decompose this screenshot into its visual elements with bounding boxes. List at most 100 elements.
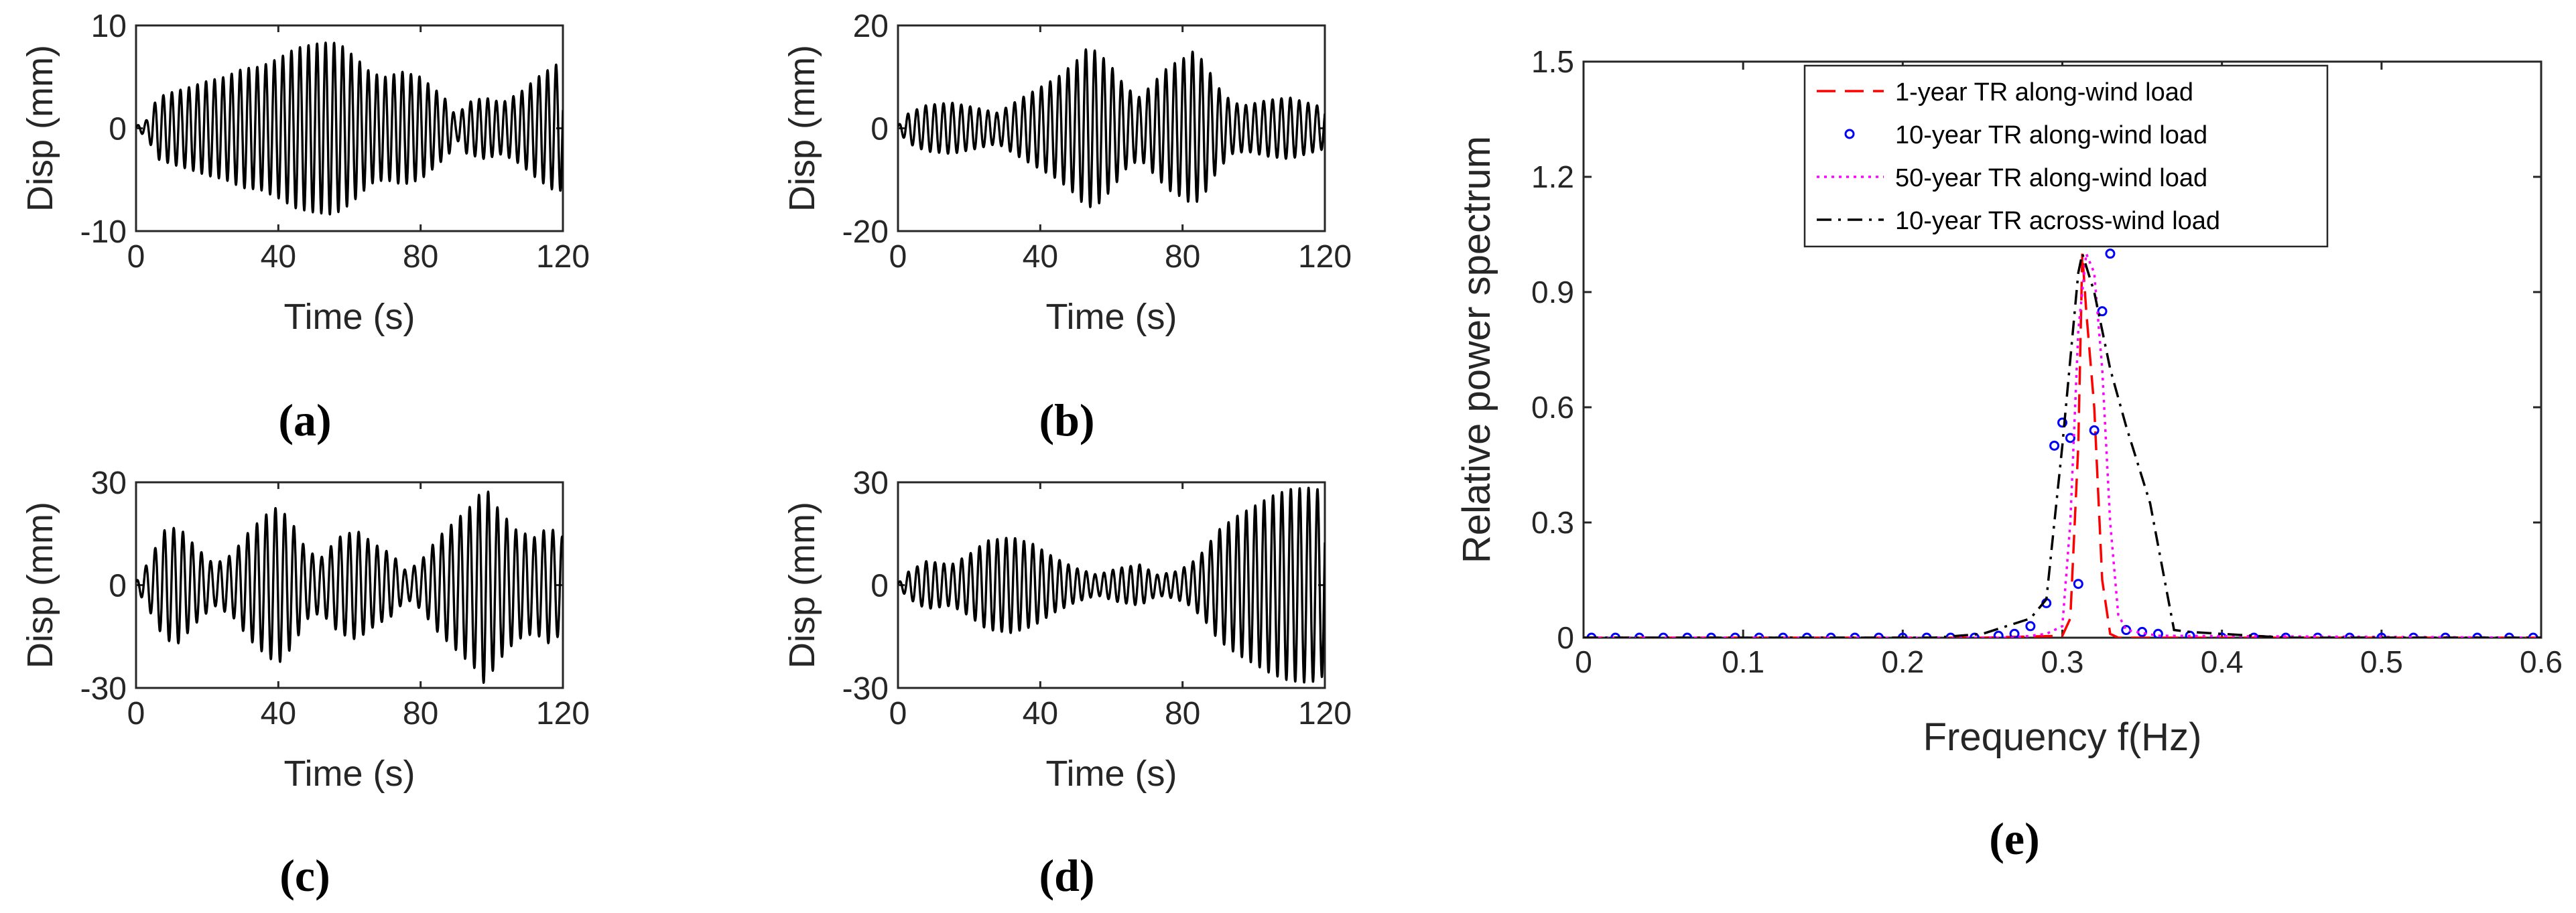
y-tick-label: 0 bbox=[109, 568, 127, 604]
series-line-displacement bbox=[136, 490, 563, 684]
series-point bbox=[1993, 630, 2004, 638]
series-point bbox=[2065, 433, 2075, 443]
series-line bbox=[1584, 253, 2541, 638]
legend-item: 1-year TR along-wind load bbox=[1817, 78, 2193, 107]
series-point bbox=[2472, 632, 2483, 638]
y-axis-label: Disp (mm) bbox=[20, 502, 60, 669]
legend-item: 50-year TR along-wind load bbox=[1817, 164, 2207, 192]
series-line bbox=[1584, 249, 2541, 638]
series-line bbox=[1584, 253, 2541, 638]
y-axis-label: Disp (mm) bbox=[782, 502, 822, 669]
series-point bbox=[1634, 632, 1645, 638]
series-point bbox=[2089, 425, 2100, 435]
x-tick-label: 0.1 bbox=[1722, 644, 1764, 679]
plot-area bbox=[898, 486, 1325, 684]
y-tick-label: -20 bbox=[842, 214, 889, 250]
x-tick-label: 120 bbox=[1298, 696, 1352, 731]
x-tick-label: 0 bbox=[1575, 644, 1592, 679]
y-tick-label: 0 bbox=[1557, 620, 1574, 655]
x-tick-label: 40 bbox=[1023, 239, 1058, 275]
x-axis-label: Time (s) bbox=[1046, 297, 1177, 337]
x-tick-label: 80 bbox=[1165, 696, 1200, 731]
series-point bbox=[2280, 632, 2291, 638]
series-point bbox=[1897, 632, 1908, 638]
x-tick-label: 0.4 bbox=[2201, 644, 2244, 679]
x-tick-label: 40 bbox=[261, 239, 296, 275]
legend-label: 1-year TR along-wind load bbox=[1895, 78, 2193, 107]
series-point bbox=[2009, 628, 2020, 638]
y-tick-label: 1.2 bbox=[1531, 159, 1574, 194]
y-axis-label: Disp (mm) bbox=[782, 45, 822, 212]
x-axis-label: Time (s) bbox=[1046, 754, 1177, 794]
legend-marker bbox=[1844, 129, 1855, 139]
series-point bbox=[2073, 579, 2083, 589]
legend-label: 10-year TR along-wind load bbox=[1895, 121, 2207, 149]
series-point bbox=[2344, 632, 2355, 638]
y-tick-label: 0.9 bbox=[1531, 275, 1574, 309]
x-tick-label: 0.2 bbox=[1881, 644, 1924, 679]
series-point bbox=[1658, 632, 1669, 638]
series-point bbox=[1730, 632, 1740, 638]
x-tick-label: 0.3 bbox=[2041, 644, 2084, 679]
y-tick-label: -30 bbox=[80, 671, 127, 707]
series-point bbox=[1801, 632, 1812, 638]
series-point bbox=[2408, 632, 2419, 638]
x-tick-label: 0 bbox=[127, 239, 145, 275]
legend-label: 50-year TR along-wind load bbox=[1895, 164, 2207, 192]
x-tick-label: 80 bbox=[403, 239, 438, 275]
plot-area bbox=[136, 42, 563, 216]
x-tick-label: 80 bbox=[403, 696, 438, 731]
series-point bbox=[1825, 632, 1836, 638]
series-point bbox=[1945, 632, 1956, 638]
series-point bbox=[2217, 632, 2228, 638]
series-point bbox=[2504, 632, 2514, 638]
plot-area bbox=[1584, 249, 2541, 638]
series-point bbox=[1850, 632, 1860, 638]
y-tick-label: 30 bbox=[91, 466, 127, 501]
series-line-displacement bbox=[898, 486, 1325, 684]
x-tick-label: 80 bbox=[1165, 239, 1200, 275]
series-point bbox=[1874, 632, 1884, 638]
y-tick-label: 10 bbox=[91, 9, 127, 44]
series-point bbox=[2057, 417, 2067, 428]
series-point bbox=[1610, 632, 1621, 638]
x-tick-label: 120 bbox=[1298, 239, 1352, 275]
series-point bbox=[1970, 632, 1980, 638]
y-tick-label: 0 bbox=[871, 111, 889, 147]
series-point bbox=[2025, 621, 2036, 632]
y-tick-label: 0.3 bbox=[1531, 505, 1574, 540]
series-line-displacement bbox=[136, 42, 563, 216]
series-point bbox=[1921, 632, 1932, 638]
x-tick-label: 40 bbox=[1023, 696, 1058, 731]
series-point bbox=[1586, 632, 1597, 638]
x-tick-label: 0.6 bbox=[2520, 644, 2563, 679]
panel-label: (d) bbox=[1039, 850, 1094, 901]
series-point bbox=[1682, 632, 1693, 638]
y-tick-label: 30 bbox=[853, 466, 889, 501]
series-point bbox=[2376, 632, 2387, 638]
x-axis-label: Time (s) bbox=[284, 297, 415, 337]
panel-label: (a) bbox=[278, 395, 331, 445]
series-point bbox=[1706, 632, 1717, 638]
series-point bbox=[2137, 626, 2148, 637]
x-tick-label: 40 bbox=[261, 696, 296, 731]
series-point bbox=[1754, 632, 1764, 638]
legend-box bbox=[1803, 64, 2329, 248]
y-tick-label: -10 bbox=[80, 214, 127, 250]
plot-area bbox=[898, 48, 1325, 208]
legend-item: 10-year TR across-wind load bbox=[1817, 207, 2220, 235]
legend: 1-year TR along-wind load 10-year TR alon… bbox=[1803, 64, 2329, 248]
series-point bbox=[1778, 632, 1789, 638]
series-point bbox=[2313, 632, 2323, 638]
y-tick-label: 20 bbox=[853, 9, 889, 44]
x-tick-label: 0.5 bbox=[2360, 644, 2403, 679]
series-point bbox=[2528, 632, 2538, 638]
panel-e: 0 0.1 0.2 0.3 0.4 0.5 0.6 0 0.3 0.6 0.9 1.2 1.5 Frequ… bbox=[1455, 44, 2563, 864]
x-tick-label: 0 bbox=[889, 239, 907, 275]
series-line-displacement bbox=[898, 48, 1325, 208]
x-tick-label: 0 bbox=[889, 696, 907, 731]
